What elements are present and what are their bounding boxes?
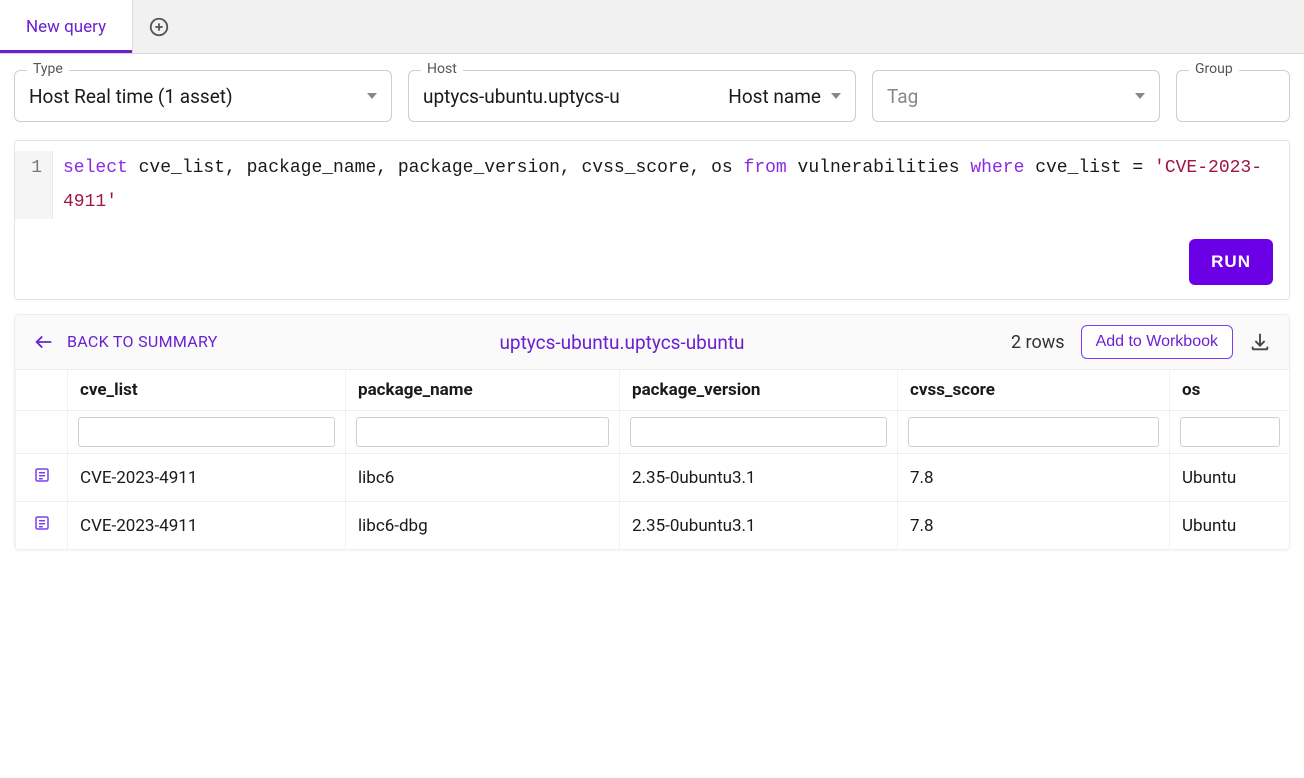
column-header-cvss_score[interactable]: cvss_score [898,370,1170,411]
add-tab-button[interactable] [133,16,185,38]
host-selector-label: Host name [728,85,821,108]
table-row[interactable]: CVE-2023-4911libc62.35-0ubuntu3.17.8Ubun… [16,454,1290,502]
group-legend: Group [1189,61,1239,77]
row-detail-icon [33,514,51,532]
table-body: CVE-2023-4911libc62.35-0ubuntu3.17.8Ubun… [16,454,1290,550]
kw-select: select [63,158,128,178]
table-row[interactable]: CVE-2023-4911libc6-dbg2.35-0ubuntu3.17.8… [16,502,1290,550]
cell-cve_list: CVE-2023-4911 [68,454,346,502]
chevron-down-icon [831,93,841,99]
cell-os: Ubuntu [1170,454,1290,502]
cell-cve_list: CVE-2023-4911 [68,502,346,550]
sql-columns: cve_list, package_name, package_version,… [128,158,744,178]
results-table: cve_listpackage_namepackage_versioncvss_… [15,369,1290,549]
run-button[interactable]: RUN [1189,239,1273,285]
tag-placeholder: Tag [887,85,1125,108]
row-icon-cell[interactable] [16,454,68,502]
filter-icon-col [16,411,68,454]
column-header-os[interactable]: os [1170,370,1290,411]
cell-cvss_score: 7.8 [898,454,1170,502]
group-select[interactable]: Group [1176,70,1290,122]
cell-package_version: 2.35-0ubuntu3.1 [620,502,898,550]
download-icon[interactable] [1249,331,1271,353]
back-label: BACK TO SUMMARY [67,332,218,352]
sql-condition: cve_list = [1024,158,1154,178]
host-value: uptycs-ubuntu.uptycs-u [423,85,713,108]
cell-package_name: libc6 [346,454,620,502]
sql-code[interactable]: select cve_list, package_name, package_v… [53,151,1289,219]
back-to-summary[interactable]: BACK TO SUMMARY [33,331,233,353]
column-header-package_name[interactable]: package_name [346,370,620,411]
column-header-package_version[interactable]: package_version [620,370,898,411]
host-legend: Host [421,61,463,77]
results-panel: BACK TO SUMMARY uptycs-ubuntu.uptycs-ubu… [14,314,1290,550]
cell-cvss_score: 7.8 [898,502,1170,550]
cell-package_version: 2.35-0ubuntu3.1 [620,454,898,502]
tab-new-query[interactable]: New query [0,0,133,53]
filter-input-cvss_score[interactable] [908,417,1159,447]
results-header: BACK TO SUMMARY uptycs-ubuntu.uptycs-ubu… [15,315,1289,369]
row-detail-icon [33,466,51,484]
type-legend: Type [27,61,69,77]
host-selector[interactable]: Host name [713,85,855,108]
row-count: 2 rows [1011,332,1065,353]
host-field[interactable]: Host uptycs-ubuntu.uptycs-u Host name [408,70,856,122]
filter-input-package_name[interactable] [356,417,609,447]
table-filter-row [16,411,1290,454]
kw-where: where [970,158,1024,178]
plus-circle-icon [148,16,170,38]
sql-table: vulnerabilities [787,158,971,178]
cell-os: Ubuntu [1170,502,1290,550]
tag-select[interactable]: Tag [872,70,1160,122]
results-host-title: uptycs-ubuntu.uptycs-ubuntu [249,331,995,354]
type-select[interactable]: Type Host Real time (1 asset) [14,70,392,122]
tab-strip: New query [0,0,1304,54]
tab-label: New query [26,17,106,37]
type-value: Host Real time (1 asset) [29,85,357,108]
cell-package_name: libc6-dbg [346,502,620,550]
arrow-left-icon [33,331,55,353]
row-icon-cell[interactable] [16,502,68,550]
kw-from: from [744,158,787,178]
table-header-row: cve_listpackage_namepackage_versioncvss_… [16,370,1290,411]
filter-row: Type Host Real time (1 asset) Host uptyc… [0,54,1304,126]
column-header-cve_list[interactable]: cve_list [68,370,346,411]
filter-input-cve_list[interactable] [78,417,335,447]
filter-input-os[interactable] [1180,417,1280,447]
line-gutter: 1 [15,151,53,219]
chevron-down-icon [1135,93,1145,99]
chevron-down-icon [367,93,377,99]
sql-editor[interactable]: 1 select cve_list, package_name, package… [14,140,1290,300]
add-to-workbook-button[interactable]: Add to Workbook [1081,325,1233,359]
filter-input-package_version[interactable] [630,417,887,447]
header-icon-col [16,370,68,411]
